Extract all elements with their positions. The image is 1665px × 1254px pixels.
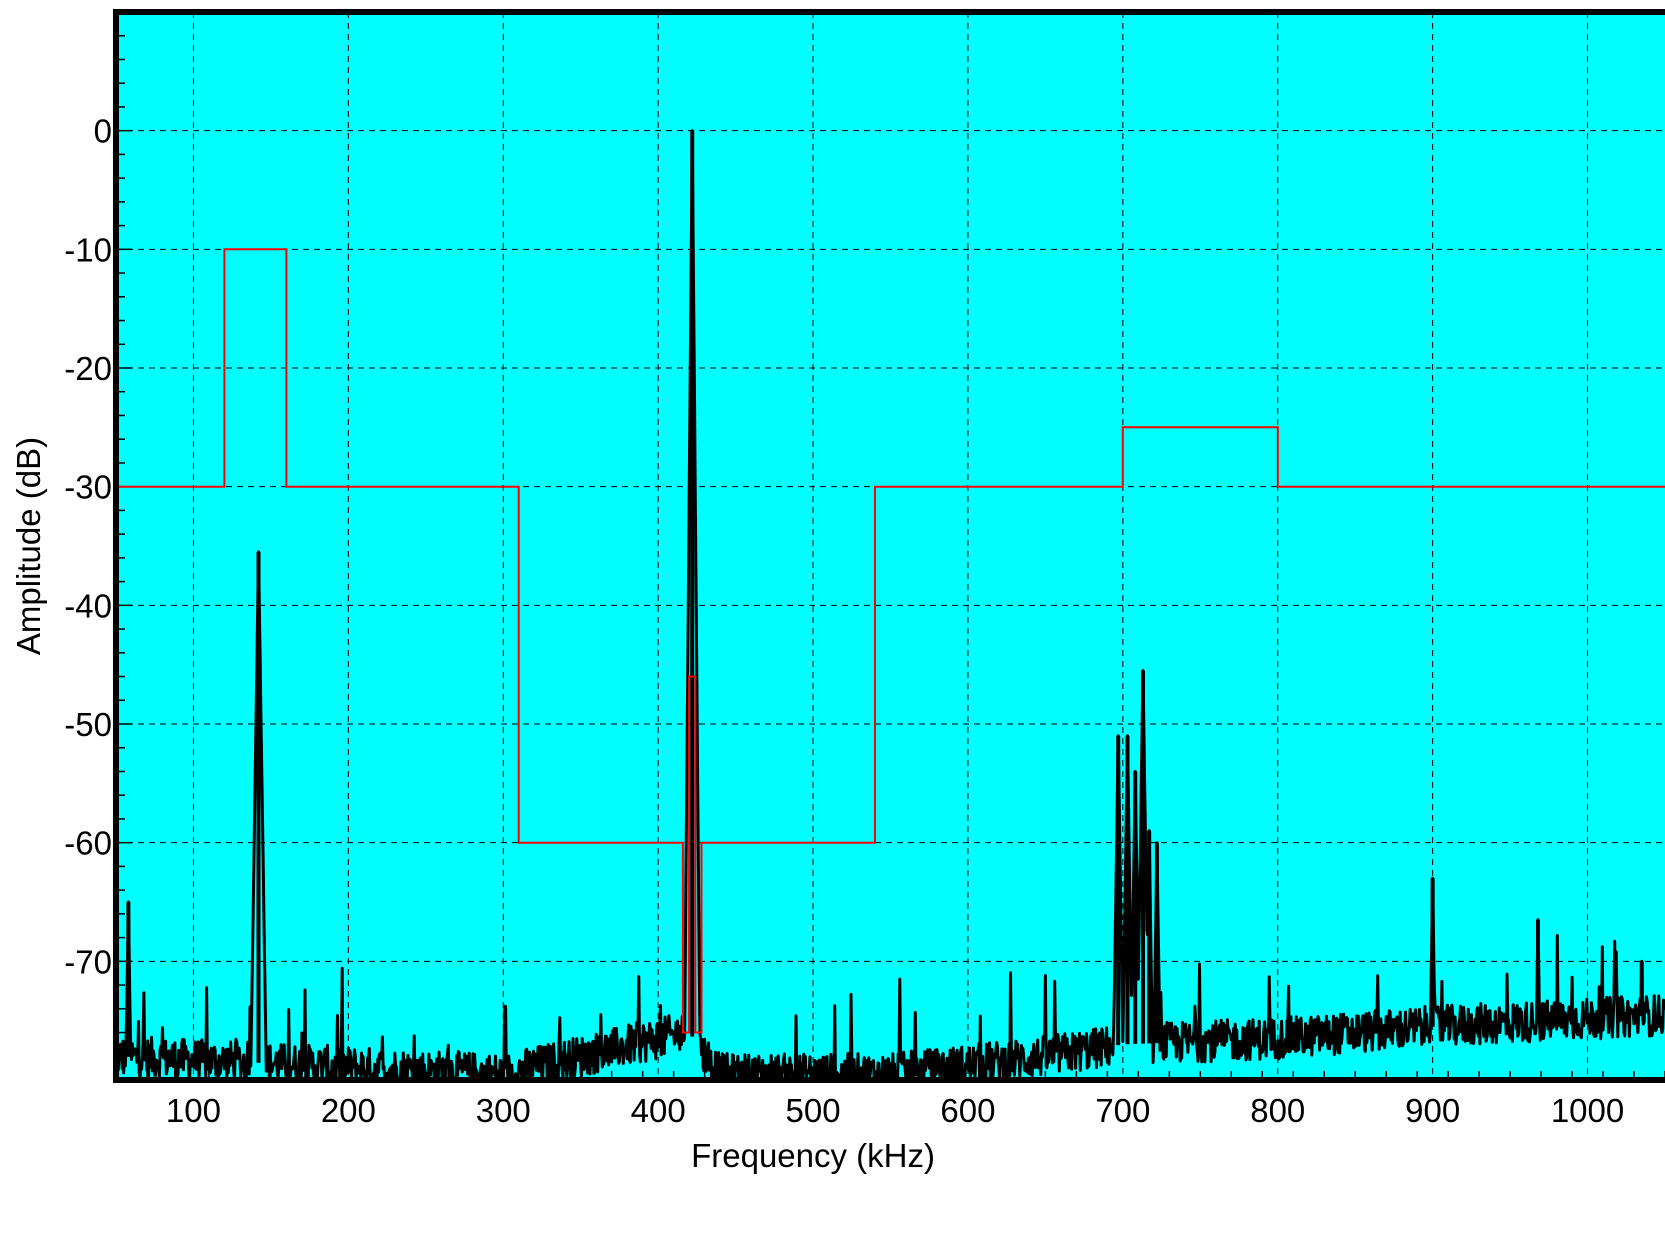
y-tick-labels: 0 -10 -20 -30 -40 -50 -60 -70 [64,113,112,981]
spectrum-series [114,129,1665,1082]
y-tick-label: -50 [64,706,112,743]
y-tick-label: -10 [64,231,112,268]
x-tick-labels: 100 200 300 400 500 600 700 800 900 1000 [166,1092,1624,1129]
y-tick-label: -20 [64,350,112,387]
y-axis-title: Amplitude (dB) [10,437,47,655]
x-axis-title: Frequency (kHz) [691,1137,935,1174]
x-tick-label: 100 [166,1092,221,1129]
y-tick-label: 0 [94,113,112,150]
x-tick-label: 200 [321,1092,376,1129]
plot-frame [113,9,1665,1083]
x-tick-label: 500 [786,1092,841,1129]
mask-series [116,248,1665,1034]
y-tick-label: -60 [64,825,112,862]
x-tick-label: 700 [1095,1092,1150,1129]
y-tick-label: -40 [64,587,112,624]
x-tick-label: 800 [1250,1092,1305,1129]
x-tick-label: 600 [940,1092,995,1129]
x-tick-label: 900 [1405,1092,1460,1129]
plot-area [116,12,1665,1080]
mask-line [116,248,1665,1034]
x-tick-label: 400 [631,1092,686,1129]
y-tick-label: -70 [64,943,112,980]
y-tick-label: -30 [64,469,112,506]
x-tick-label: 1000 [1551,1092,1624,1129]
x-tick-label: 300 [476,1092,531,1129]
